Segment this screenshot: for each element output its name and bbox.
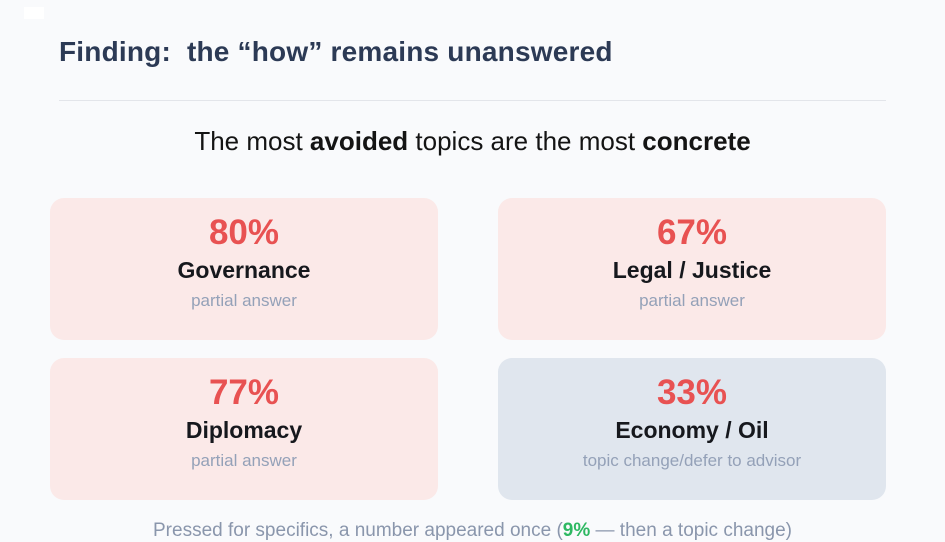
stat-percentage: 67% (656, 213, 728, 252)
stat-card-economy-oil: 33% Economy / Oil topic change/defer to … (498, 358, 886, 500)
stat-topic: Legal / Justice (612, 256, 772, 283)
subtitle-text: topics are the most (408, 126, 643, 156)
stat-note: partial answer (191, 290, 297, 310)
stat-percentage: 33% (656, 373, 728, 412)
title-divider (59, 100, 886, 101)
stat-note: topic change/defer to advisor (582, 450, 802, 470)
subtitle-emphasis-avoided: avoided (309, 126, 409, 156)
corner-chip (24, 7, 44, 19)
stat-percentage: 77% (208, 373, 280, 412)
stat-card-governance: 80% Governance partial answer (50, 198, 438, 340)
stat-note: partial answer (191, 450, 297, 470)
stat-card-diplomacy: 77% Diplomacy partial answer (50, 358, 438, 500)
subtitle-text: The most (194, 126, 310, 156)
footer-caption-clipped: Pressed for specifics, a number appeared… (0, 520, 945, 542)
stat-topic: Governance (177, 256, 311, 283)
slide-title: Finding: the “how” remains unanswered (59, 36, 613, 67)
stat-topic: Economy / Oil (615, 416, 769, 443)
subtitle-emphasis-concrete: concrete (642, 126, 751, 156)
slide-subtitle: The most avoided topics are the most con… (0, 126, 945, 157)
footer-caption-highlight: 9% (562, 520, 591, 541)
footer-caption-text: Pressed for specifics, a number appeared… (153, 520, 563, 541)
stat-note: partial answer (639, 290, 745, 310)
stat-card-legal-justice: 67% Legal / Justice partial answer (498, 198, 886, 340)
stat-topic: Diplomacy (185, 416, 303, 443)
footer-caption-text: — then a topic change) (590, 520, 792, 541)
stat-percentage: 80% (208, 213, 280, 252)
